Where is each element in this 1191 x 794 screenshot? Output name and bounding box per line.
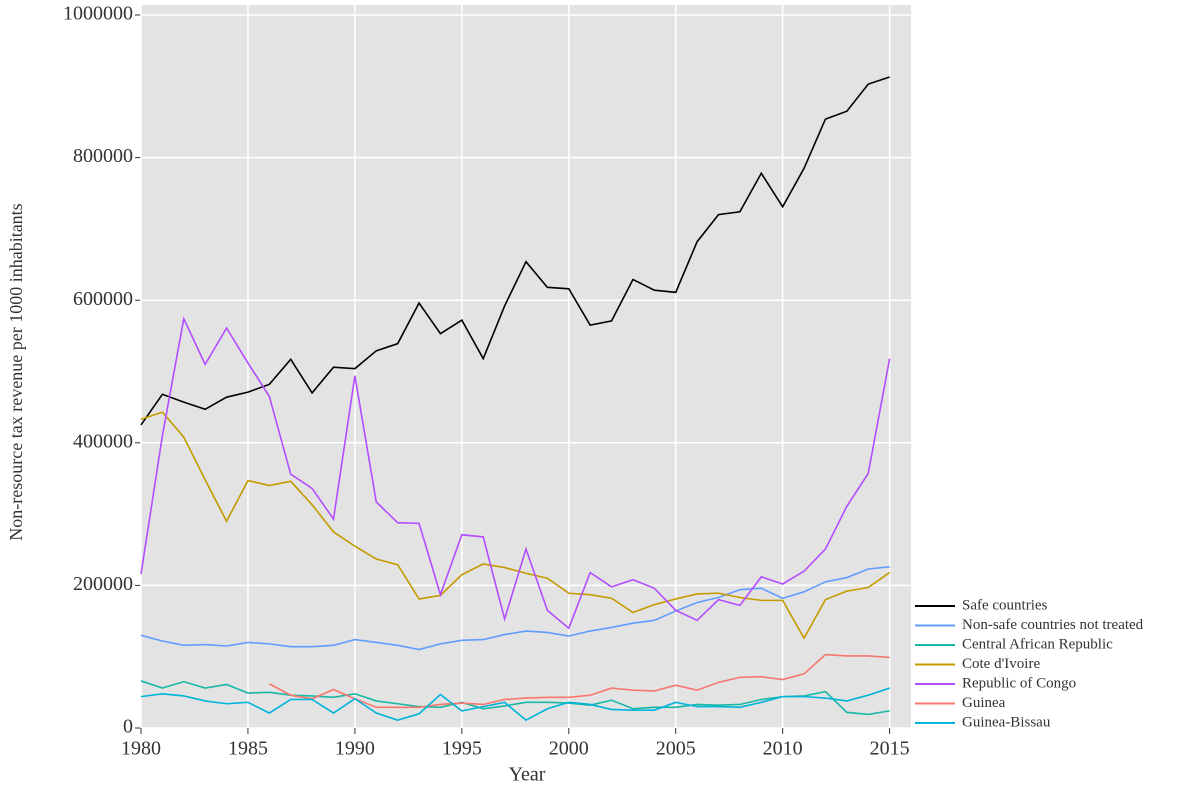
series-line bbox=[140, 687, 890, 722]
plot-panel bbox=[141, 5, 911, 728]
x-tick-label: 2015 bbox=[870, 738, 910, 760]
series-line bbox=[140, 566, 890, 651]
y-tick-label: 200000 bbox=[73, 573, 133, 595]
y-tick-label: 800000 bbox=[73, 145, 133, 167]
x-tick-label: 1985 bbox=[228, 738, 268, 760]
legend-label: Non-safe countries not treated bbox=[962, 617, 1144, 633]
x-tick-label: 1980 bbox=[121, 738, 161, 760]
y-tick-label: 600000 bbox=[73, 288, 133, 310]
legend-label: Safe countries bbox=[962, 597, 1048, 613]
x-tick-label: 2010 bbox=[763, 738, 803, 760]
legend-label: Guinea-Bissau bbox=[962, 714, 1051, 730]
y-axis-label: Non-resource tax revenue per 1000 inhabi… bbox=[6, 203, 26, 540]
y-tick-label: 0 bbox=[123, 716, 133, 738]
y-tick-label: 400000 bbox=[73, 430, 133, 452]
series-line bbox=[140, 680, 890, 716]
legend-label: Guinea bbox=[962, 695, 1006, 711]
series-line bbox=[140, 411, 891, 640]
series-line bbox=[140, 316, 891, 630]
legend-label: Republic of Congo bbox=[962, 675, 1076, 691]
x-tick-label: 2000 bbox=[549, 738, 589, 760]
series-line bbox=[140, 76, 890, 426]
legend-label: Central African Republic bbox=[962, 636, 1113, 652]
series-line bbox=[268, 653, 890, 709]
legend-label: Cote d'Ivoire bbox=[962, 656, 1040, 672]
x-tick-label: 2005 bbox=[656, 738, 696, 760]
y-tick-label: 1000000 bbox=[63, 3, 133, 25]
x-axis-label: Year bbox=[509, 764, 546, 786]
x-tick-label: 1990 bbox=[335, 738, 375, 760]
x-tick-label: 1995 bbox=[442, 738, 482, 760]
